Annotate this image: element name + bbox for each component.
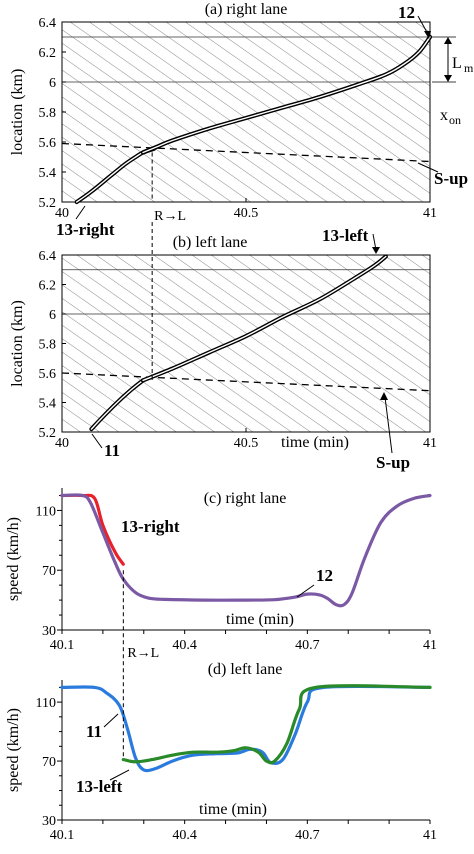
- y-tick-label: 110: [36, 504, 56, 519]
- y-tick-label: 5.6: [39, 367, 57, 382]
- series-11: [60, 684, 432, 773]
- label-12: 12: [398, 3, 415, 22]
- y-tick-label: 5.6: [39, 136, 57, 151]
- y-tick-label: 6.4: [39, 16, 57, 31]
- y-tick-label: 30: [42, 624, 56, 639]
- x-tick-label: 40.5: [234, 206, 259, 221]
- x-tick-label: 40.1: [50, 828, 75, 843]
- lane-change-label-bottom: R→L: [127, 646, 159, 661]
- arrowhead-12: [424, 31, 431, 39]
- panel-a: 5.2 5.4 5.6 5.8 6 6.2 6.4 40 40.5 41 (a) right lan…: [9, 1, 474, 239]
- label-11: 11: [104, 441, 120, 460]
- x-axis-label: time (min): [199, 801, 267, 818]
- panel-d: 30 70 110 40.1 40.4 40.7 41 (d) left lane speed …: [5, 661, 437, 843]
- y-tick-label: 6.2: [39, 279, 57, 294]
- y-tick-label: 5.4: [39, 397, 57, 412]
- y-tick-label: 6.2: [39, 46, 57, 61]
- x-tick-label: 40: [55, 206, 69, 221]
- x-axis-label: time (min): [226, 611, 294, 628]
- series-13-left: [121, 684, 432, 765]
- y-tick-label: 6: [49, 76, 56, 91]
- label-11-speed: 11: [86, 722, 102, 741]
- label-s-up-b: S-up: [376, 453, 410, 472]
- y-tick-label: 6.4: [39, 249, 57, 264]
- arrow-s-up: [417, 162, 439, 173]
- panel-b: 5.2 5.4 5.6 5.8 6 6.2 6.4 40 40.5 41 (b) left lane…: [9, 226, 437, 472]
- y-tick-label: 5.2: [39, 426, 57, 441]
- arrowhead-s-up-b: [380, 392, 388, 400]
- trajectory-13-left: [142, 255, 387, 382]
- lm-label: L: [452, 55, 462, 72]
- arrow-12-speed: [296, 584, 315, 598]
- label-13-left-speed: 13-left: [76, 777, 123, 796]
- xon-subscript: on: [449, 113, 461, 127]
- panel-title: (b) left lane: [173, 234, 248, 251]
- arrow-11-speed: [103, 713, 119, 728]
- hatched-region: [62, 22, 430, 202]
- y-tick-label: 5.4: [39, 166, 57, 181]
- panel-title: (a) right lane: [205, 1, 288, 18]
- x-tick-label: 40.7: [295, 828, 320, 843]
- label-13-right-speed: 13-right: [121, 517, 180, 536]
- lm-arrow-down: [444, 75, 452, 82]
- y-tick-label: 110: [36, 696, 56, 711]
- arrowhead-13-left: [372, 247, 380, 254]
- x-tick-label: 40: [55, 436, 69, 451]
- panel-c: 30 70 110 40.1 40.4 40.7 41 (c) right lane speed…: [5, 488, 437, 653]
- label-13-left: 13-left: [322, 226, 369, 245]
- trajectory-12: [142, 36, 431, 154]
- x-tick-label: 41: [423, 828, 437, 843]
- s-up-line: [61, 372, 431, 392]
- panel-title: (c) right lane: [204, 490, 287, 507]
- x-tick-label: 41: [423, 436, 437, 451]
- x-tick-label: 40.5: [234, 436, 259, 451]
- lm-arrow-up: [444, 37, 452, 44]
- y-tick-label: 5.8: [39, 338, 57, 353]
- hatched-region: [62, 255, 430, 432]
- y-axis-label: location (km): [9, 300, 26, 387]
- lane-change-label-top: R→L: [154, 209, 186, 224]
- series-12: [60, 493, 432, 608]
- lm-subscript: m: [464, 61, 474, 75]
- arrow-s-up-b: [384, 396, 393, 454]
- y-axis-label: speed (km/h): [5, 517, 22, 601]
- y-tick-label: 5.2: [39, 196, 57, 211]
- y-tick-label: 5.8: [39, 106, 57, 121]
- x-tick-label: 40.4: [172, 638, 197, 653]
- y-axis-label: speed (km/h): [5, 708, 22, 792]
- y-tick-label: 70: [42, 564, 56, 579]
- x-axis-label: time (min): [281, 434, 349, 451]
- trajectory-11: [90, 379, 144, 430]
- arrow-11: [91, 433, 103, 449]
- y-axis-label: location (km): [9, 69, 26, 156]
- y-tick-label: 6: [49, 308, 56, 323]
- s-up-line: [61, 142, 431, 163]
- y-tick-label: 70: [42, 755, 56, 770]
- x-tick-label: 40.4: [172, 828, 197, 843]
- x-tick-label: 41: [423, 638, 437, 653]
- arrow-13-left-speed: [109, 769, 130, 781]
- panel-title: (d) left lane: [208, 661, 283, 678]
- label-s-up: S-up: [434, 169, 468, 188]
- label-13-right: 13-right: [56, 220, 115, 239]
- x-tick-label: 40.7: [295, 638, 320, 653]
- xon-label: x: [440, 107, 448, 124]
- y-tick-label: 30: [42, 814, 56, 829]
- label-12-speed: 12: [316, 566, 333, 585]
- arrow-13-right: [75, 205, 86, 220]
- x-tick-label: 41: [423, 206, 437, 221]
- x-tick-label: 40.1: [50, 638, 75, 653]
